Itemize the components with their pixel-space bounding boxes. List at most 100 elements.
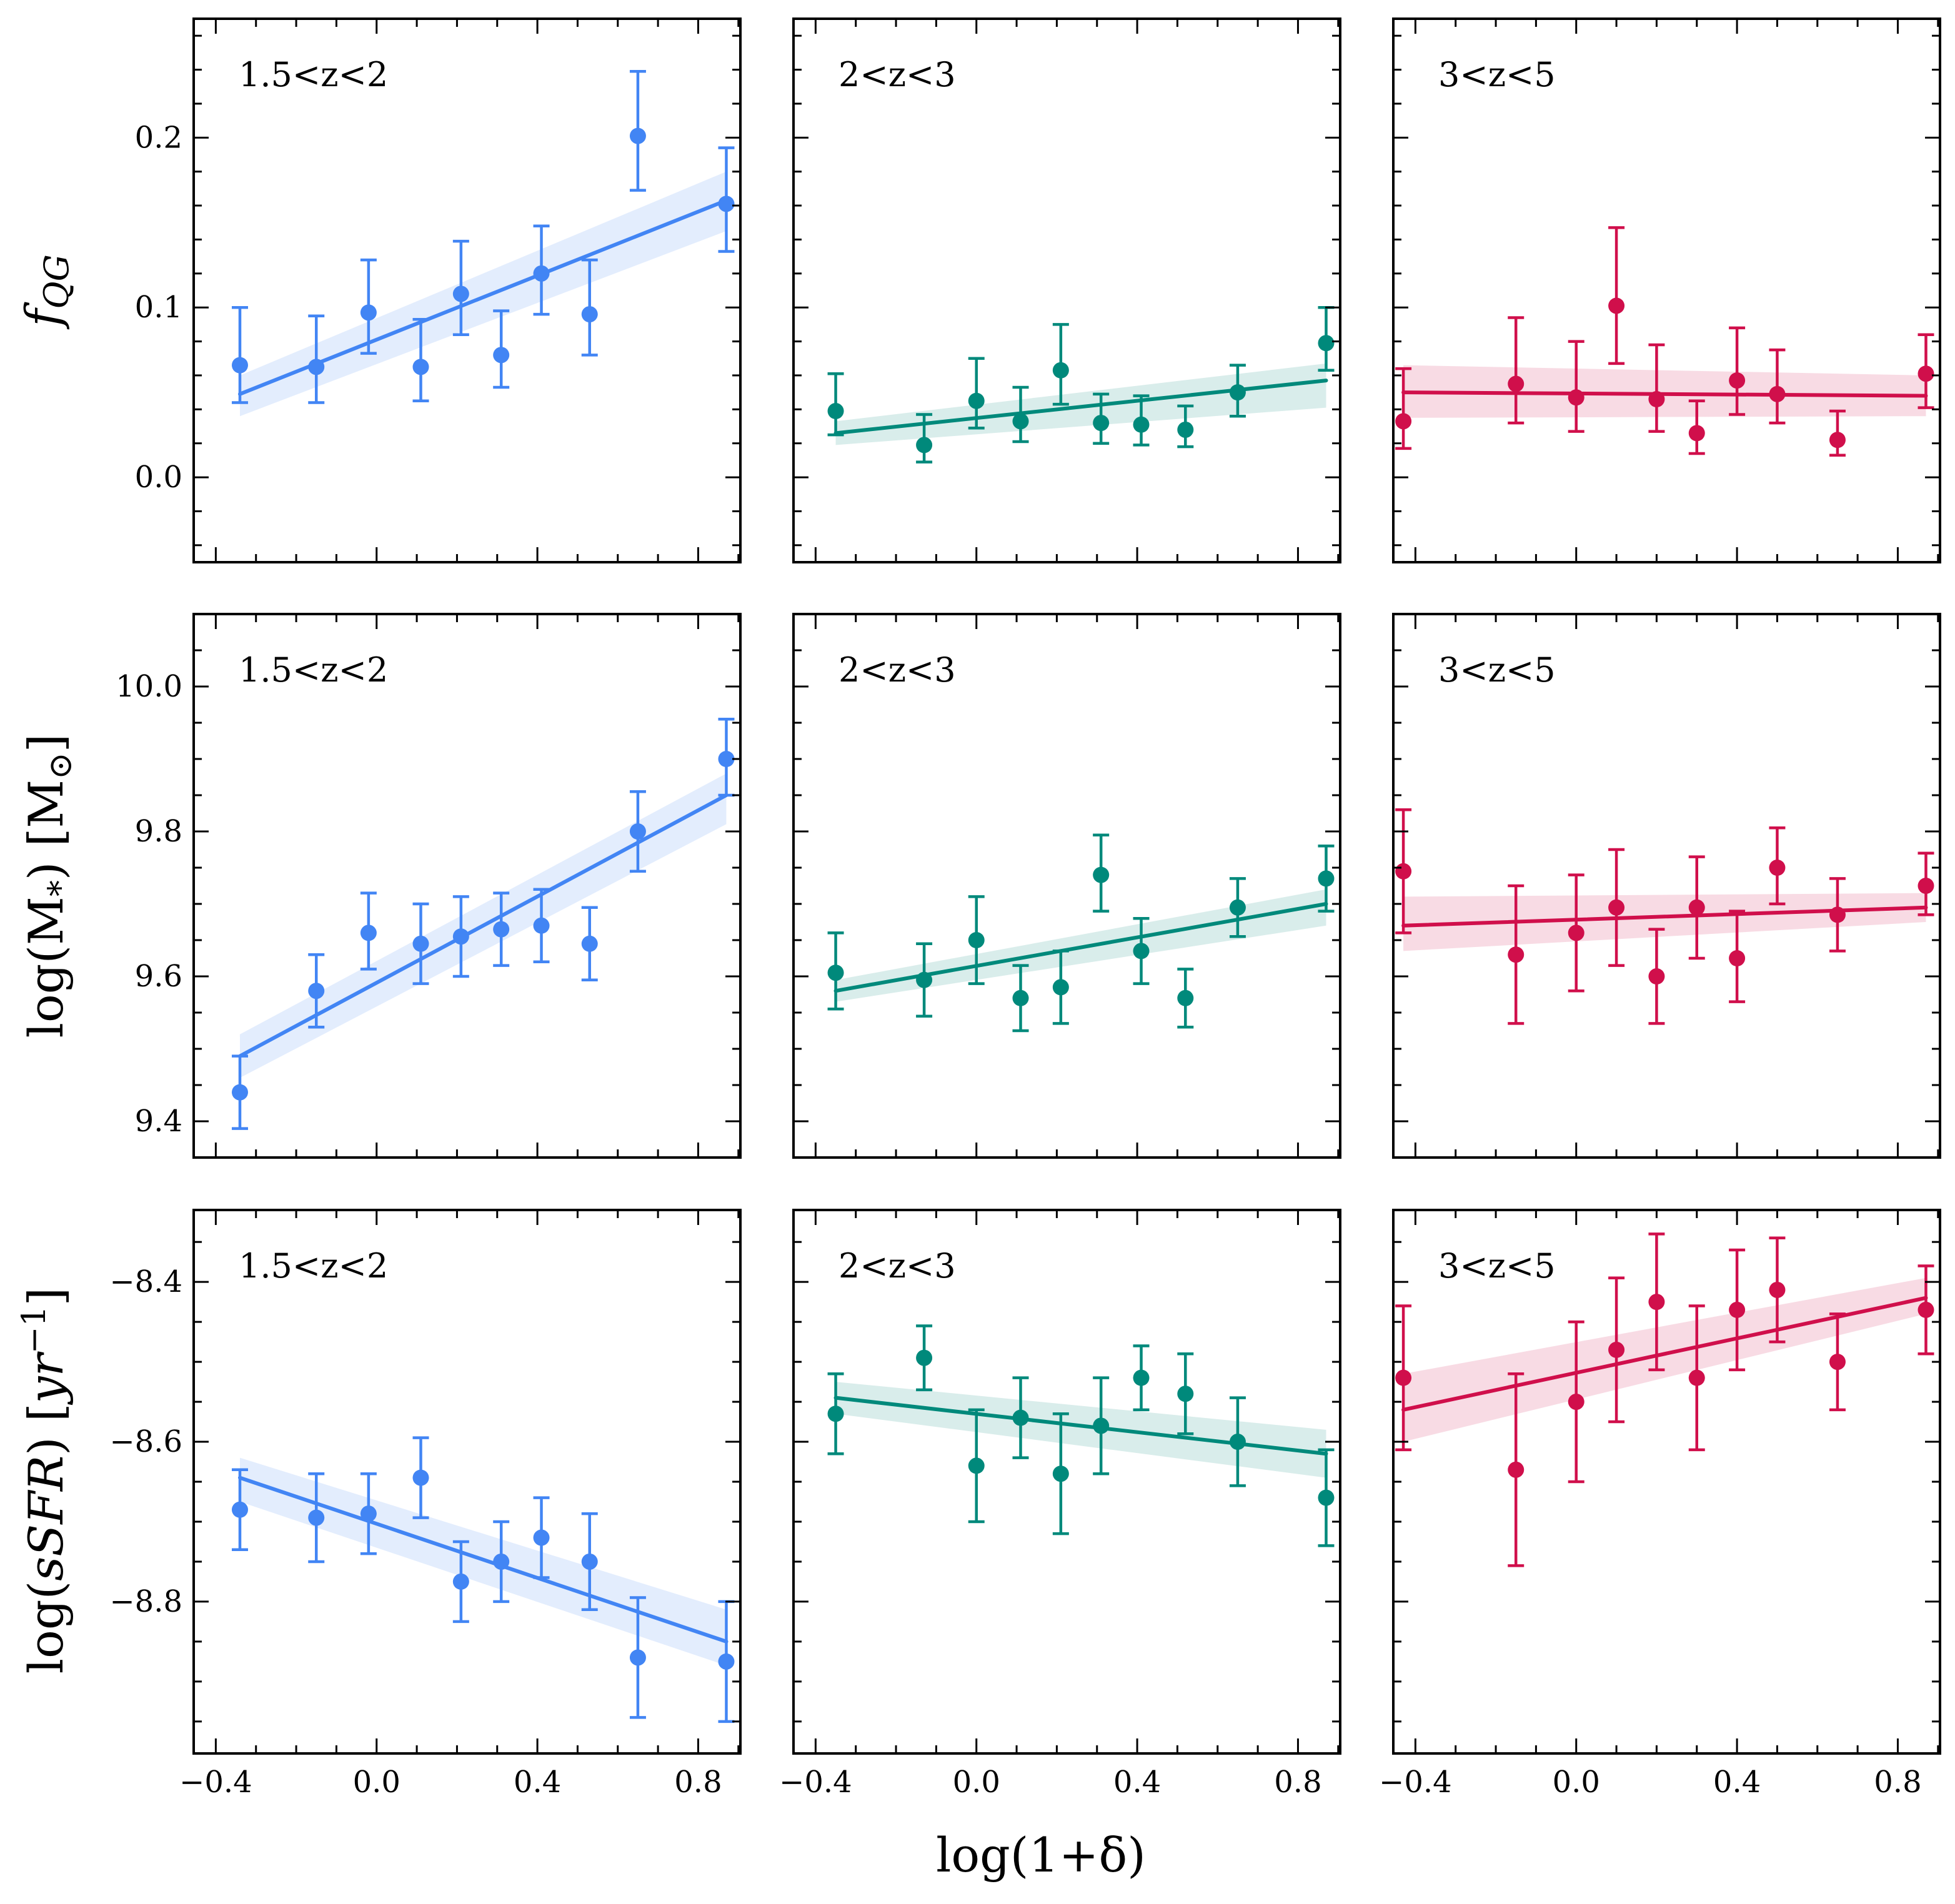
data-point xyxy=(1093,415,1110,432)
panel-redshift-label: 3<z<5 xyxy=(1438,1246,1556,1286)
panel-frame xyxy=(192,613,742,1159)
x-tick-label: 0.8 xyxy=(674,1765,722,1800)
y-axis-label-row-3: log(sSFR) [yr−1] xyxy=(16,1287,74,1673)
x-tick-label: 0.0 xyxy=(353,1765,400,1800)
panel-redshift-label: 2<z<3 xyxy=(838,650,956,690)
panel-frame xyxy=(792,1209,1341,1755)
data-point xyxy=(1177,421,1194,438)
data-point xyxy=(452,1573,469,1590)
data-point xyxy=(412,935,429,952)
data-point xyxy=(452,285,469,302)
data-point xyxy=(968,932,985,948)
data-point xyxy=(1508,1461,1525,1478)
data-point xyxy=(360,1505,377,1522)
data-point xyxy=(1688,899,1705,916)
data-point xyxy=(1229,1434,1246,1450)
y-tick-label: −8.4 xyxy=(109,1264,182,1299)
fit-line xyxy=(237,1475,729,1644)
data-point xyxy=(1608,899,1625,916)
data-point xyxy=(412,359,429,375)
panel-r2-c2: 2<z<3 xyxy=(792,613,1341,1159)
data-point xyxy=(827,1406,844,1422)
fit-confidence-band xyxy=(1403,365,1926,418)
x-tick-label: 0.4 xyxy=(1113,1765,1161,1800)
data-point xyxy=(1568,1394,1584,1411)
data-point xyxy=(1093,866,1110,883)
y-tick-label: 10.0 xyxy=(116,669,182,704)
data-point xyxy=(1318,1489,1335,1506)
data-point xyxy=(916,1349,933,1366)
y-tick-label: −8.8 xyxy=(109,1584,182,1619)
data-point xyxy=(1688,1369,1705,1386)
fit-line xyxy=(1401,390,1928,398)
fit-confidence-band xyxy=(835,1382,1326,1478)
data-point xyxy=(1508,375,1525,392)
panel-redshift-label: 2<z<3 xyxy=(838,55,956,94)
panel-redshift-label: 3<z<5 xyxy=(1438,650,1556,690)
svg-text:log(M*) [M⊙]: log(M*) [M⊙] xyxy=(18,734,79,1038)
data-point xyxy=(629,1649,646,1666)
x-tick-label: −0.4 xyxy=(1379,1765,1452,1800)
data-point xyxy=(1688,425,1705,442)
data-point xyxy=(231,1084,248,1101)
data-point xyxy=(1769,860,1786,876)
data-point xyxy=(1093,1417,1110,1434)
data-point xyxy=(1648,1294,1665,1311)
panel-redshift-label: 2<z<3 xyxy=(838,1246,956,1286)
data-point xyxy=(1052,362,1069,379)
data-point xyxy=(1729,372,1746,389)
panel-redshift-label: 1.5<z<2 xyxy=(239,1246,388,1286)
data-point xyxy=(533,1529,550,1546)
data-point xyxy=(533,265,550,282)
data-point xyxy=(718,196,735,212)
data-point xyxy=(1648,968,1665,984)
data-point xyxy=(1508,946,1525,963)
data-point xyxy=(1229,899,1246,916)
fit-line xyxy=(833,902,1328,993)
data-point xyxy=(493,347,510,364)
panel-redshift-label: 3<z<5 xyxy=(1438,55,1556,94)
data-point xyxy=(718,751,735,767)
data-point xyxy=(360,304,377,321)
svg-text:log(sSFR) [yr−1]: log(sSFR) [yr−1] xyxy=(16,1287,74,1673)
data-point xyxy=(1229,384,1246,401)
fit-confidence-band xyxy=(835,363,1326,445)
data-point xyxy=(1012,989,1029,1006)
panel-frame xyxy=(192,17,742,563)
x-tick-label: 0.4 xyxy=(1713,1765,1761,1800)
panel-frame xyxy=(792,17,1341,563)
data-point xyxy=(1568,925,1584,941)
data-point xyxy=(1769,385,1786,402)
data-point xyxy=(1918,878,1934,894)
data-point xyxy=(493,1553,510,1570)
data-point xyxy=(1608,1341,1625,1358)
data-point xyxy=(1729,1301,1746,1318)
data-point xyxy=(1012,1409,1029,1426)
data-point xyxy=(1395,413,1412,430)
y-tick-label: 9.6 xyxy=(135,959,182,994)
data-point xyxy=(308,983,325,999)
data-point xyxy=(1133,1369,1150,1386)
data-point xyxy=(629,823,646,840)
data-point xyxy=(1608,297,1625,314)
data-point xyxy=(1829,1354,1846,1371)
panel-grid: 0.0 0.1 0.2 1.5<z<2 2<z<3 3<z<5 9.4 9.6 9.8 10.0 1… xyxy=(109,17,1941,1800)
svg-text:fQG: fQG xyxy=(15,254,76,330)
data-point xyxy=(1918,365,1934,382)
data-point xyxy=(1769,1281,1786,1298)
x-axis-label: log(1+δ) xyxy=(936,1827,1146,1883)
panel-frame xyxy=(1392,17,1941,563)
panel-r1-c1: 0.0 0.1 0.2 1.5<z<2 xyxy=(135,17,742,563)
data-point xyxy=(1177,1386,1194,1402)
data-point xyxy=(308,1509,325,1526)
y-tick-label: 0.0 xyxy=(135,460,182,495)
x-tick-label: 0.4 xyxy=(514,1765,561,1800)
data-point xyxy=(629,127,646,144)
y-axis-label-row-2: log(M*) [M⊙] xyxy=(18,734,79,1038)
data-point xyxy=(1829,906,1846,923)
data-point xyxy=(581,306,598,323)
x-tick-label: 0.0 xyxy=(953,1765,1000,1800)
x-tick-label: 0.0 xyxy=(1553,1765,1600,1800)
fit-line xyxy=(237,793,729,1058)
